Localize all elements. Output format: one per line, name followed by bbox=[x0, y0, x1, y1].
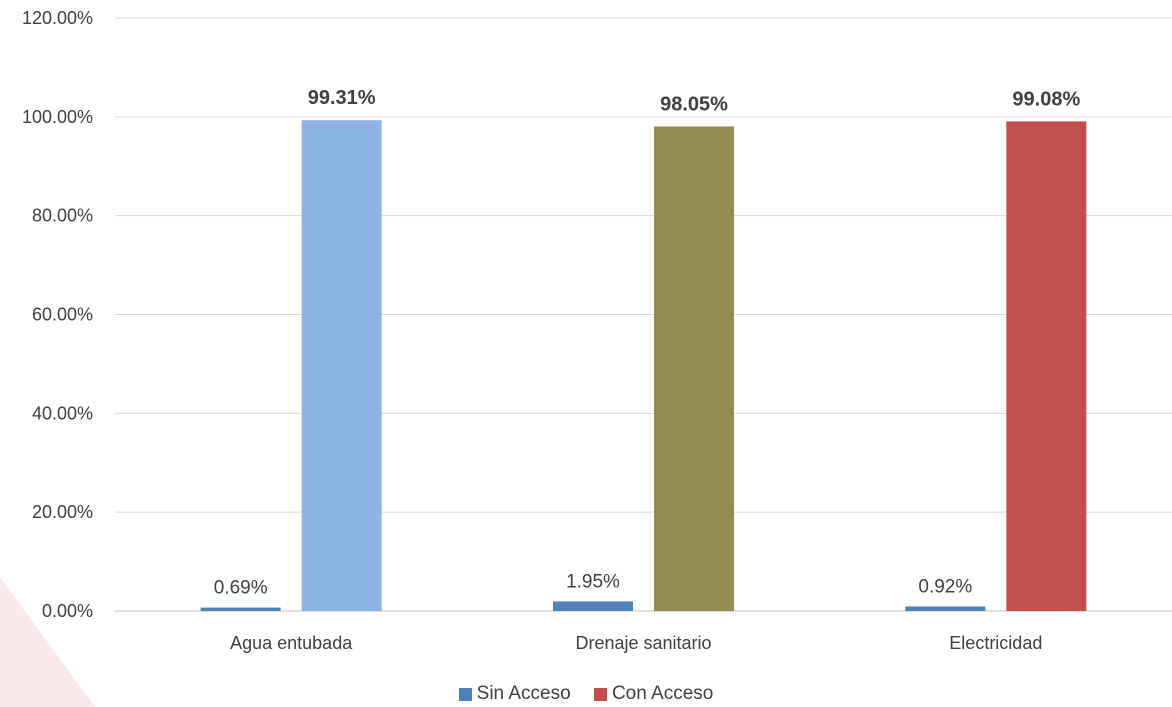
background-watermark-shape bbox=[0, 577, 95, 707]
y-tick-label: 120.00% bbox=[22, 8, 93, 28]
legend-swatch-sin-acceso bbox=[458, 687, 472, 701]
data-label-sin-acceso: 0.69% bbox=[214, 578, 268, 599]
bar-sin-acceso bbox=[553, 601, 633, 611]
gridlines bbox=[115, 17, 1172, 612]
data-label-con-acceso: 98.05% bbox=[660, 93, 728, 115]
x-category-label: Agua entubada bbox=[230, 633, 353, 653]
y-tick-label: 20.00% bbox=[32, 502, 93, 522]
data-label-con-acceso: 99.08% bbox=[1012, 88, 1080, 110]
y-tick-label: 40.00% bbox=[32, 403, 93, 423]
legend-label-con-acceso: Con Acceso bbox=[611, 683, 714, 704]
legend-swatch-con-acceso bbox=[593, 687, 607, 701]
bar-sin-acceso bbox=[905, 606, 986, 611]
bars bbox=[200, 120, 1087, 612]
y-tick-label: 0.00% bbox=[42, 601, 93, 621]
bar-con-acceso bbox=[1006, 121, 1087, 611]
x-category-label: Electricidad bbox=[949, 633, 1042, 653]
data-labels: 0.69% 99.31% 1.95% 98.05% 0.92% 99.08% bbox=[214, 87, 1081, 598]
bar-con-acceso bbox=[301, 120, 382, 612]
x-category-label: Drenaje sanitario bbox=[575, 633, 711, 653]
bar-sin-acceso bbox=[200, 607, 281, 611]
x-axis-category-labels: Agua entubada Drenaje sanitario Electricid… bbox=[230, 633, 1042, 653]
y-tick-label: 100.00% bbox=[22, 107, 93, 127]
data-label-sin-acceso: 1.95% bbox=[566, 571, 620, 592]
y-tick-label: 80.00% bbox=[32, 206, 93, 226]
y-axis-tick-labels: 0.00% 20.00% 40.00% 60.00% 80.00% 100.00% 120.… bbox=[22, 8, 93, 621]
legend-label-sin-acceso: Sin Acceso bbox=[476, 683, 571, 704]
chart-legend: Sin Acceso Con Acceso bbox=[0, 683, 1172, 707]
bar-con-acceso bbox=[654, 126, 734, 612]
y-tick-label: 60.00% bbox=[32, 305, 93, 325]
legend-item-con-acceso[interactable]: Con Acceso bbox=[593, 683, 714, 705]
data-label-con-acceso: 99.31% bbox=[308, 87, 376, 109]
data-label-sin-acceso: 0.92% bbox=[918, 576, 972, 597]
legend-item-sin-acceso[interactable]: Sin Acceso bbox=[458, 683, 571, 705]
